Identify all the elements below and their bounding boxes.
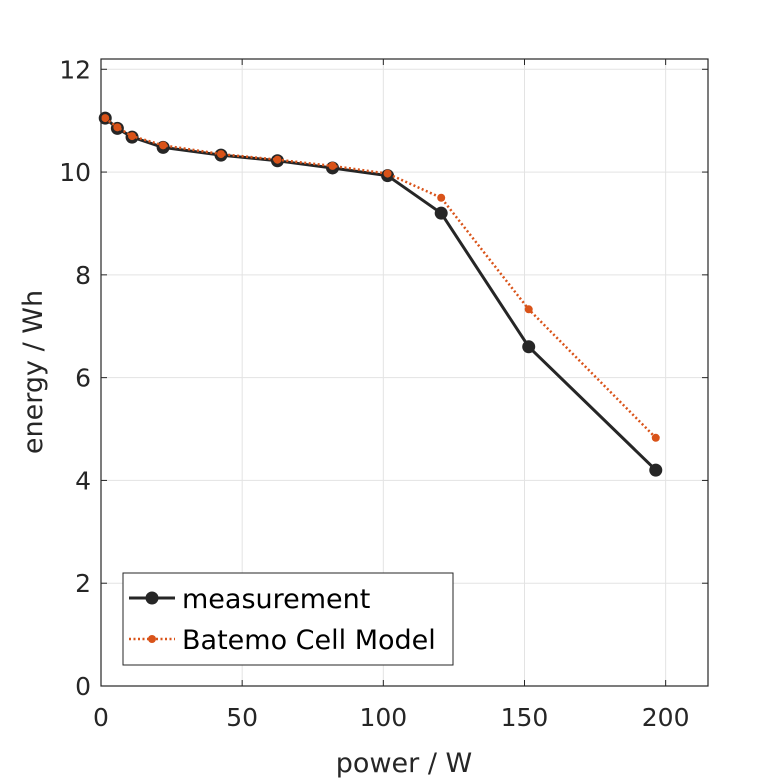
y-tick-label: 10 xyxy=(59,158,91,187)
series-layer xyxy=(98,111,663,477)
axes-box xyxy=(100,58,709,687)
y-tick-label: 2 xyxy=(75,569,91,598)
data-point xyxy=(522,340,536,354)
legend-marker-batemo xyxy=(148,635,156,643)
y-axis-ticks: 0 2 4 6 8 10 12 xyxy=(59,55,708,701)
y-axis-label: energy / Wh xyxy=(18,290,49,454)
y-tick-label: 12 xyxy=(59,55,91,84)
x-tick-label: 0 xyxy=(93,703,109,732)
legend-box xyxy=(122,572,454,666)
x-tick-label: 150 xyxy=(501,703,549,732)
data-point xyxy=(216,150,225,159)
data-point xyxy=(159,141,168,150)
x-axis-label: power / W xyxy=(336,748,472,779)
data-point xyxy=(128,132,137,141)
legend-label-batemo: Batemo Cell Model xyxy=(182,625,436,656)
data-point xyxy=(273,155,282,164)
data-point xyxy=(651,433,660,442)
data-point xyxy=(434,206,448,220)
data-point xyxy=(383,169,392,178)
data-point xyxy=(101,114,110,123)
legend-marker-measurement xyxy=(145,591,159,605)
x-tick-label: 50 xyxy=(226,703,258,732)
x-tick-label: 100 xyxy=(359,703,407,732)
y-tick-label: 6 xyxy=(75,364,91,393)
legend-label-measurement: measurement xyxy=(182,584,370,615)
data-point xyxy=(328,161,337,170)
series-batemo-cell-model xyxy=(101,114,660,442)
y-tick-label: 4 xyxy=(75,466,91,495)
y-tick-label: 0 xyxy=(75,672,91,701)
data-point xyxy=(437,193,446,202)
legend: measurement Batemo Cell Model xyxy=(122,572,454,666)
y-tick-label: 8 xyxy=(75,261,91,290)
data-point xyxy=(649,463,663,477)
x-tick-label: 200 xyxy=(642,703,690,732)
data-point xyxy=(524,305,533,314)
data-point xyxy=(113,123,122,132)
x-axis-ticks: 0 50 100 150 200 xyxy=(93,59,690,732)
